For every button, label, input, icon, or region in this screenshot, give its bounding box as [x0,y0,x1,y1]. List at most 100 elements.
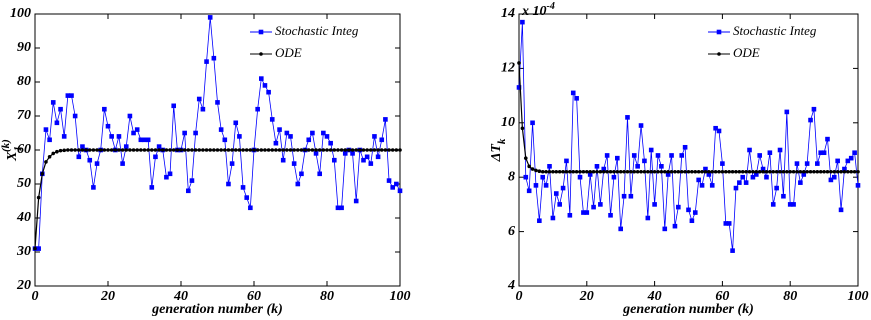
data-point [615,155,620,161]
legend-marker [717,52,721,56]
x-axis-label: generation number (k) [151,302,283,317]
data-point [36,195,41,200]
data-point [588,169,592,174]
data-point [737,169,742,174]
data-point [354,148,359,152]
data-point [270,148,275,152]
data-point [44,160,48,164]
data-point [131,148,136,152]
data-point [131,130,136,136]
data-point [237,148,242,152]
data-point [517,61,521,65]
data-point [798,180,803,185]
data-point [226,181,231,187]
y-tick-label: 8 [508,169,515,184]
legend-marker [259,52,263,56]
data-point [690,169,694,174]
legend-label: Stochastic Integ [733,23,817,38]
data-point [135,148,139,152]
data-point [740,169,745,174]
data-point [335,205,341,211]
data-point [394,181,399,187]
data-point [530,167,535,171]
data-point [248,205,253,211]
data-point [50,100,56,105]
data-point [66,148,70,152]
data-point [838,207,844,213]
data-point [601,169,606,174]
x-axis-label: generation number (k) [622,302,754,317]
data-point [774,169,779,174]
data-point [544,169,548,174]
data-point [791,202,796,207]
note-base: x 10 [521,4,547,19]
data-point [618,226,623,232]
data-point [523,156,528,160]
data-point [577,174,583,180]
data-point [682,144,688,150]
data-point [561,169,565,174]
data-point [567,212,573,218]
data-point [611,174,617,180]
data-point [219,148,223,152]
data-point [164,174,169,180]
data-point [710,169,715,174]
data-point [652,169,657,174]
data-point [324,134,330,139]
data-point [798,169,803,174]
data-point [849,169,854,174]
data-point [533,183,539,188]
data-point [679,169,684,174]
x-tick-label: 80 [783,289,797,304]
data-point [113,148,118,152]
data-point [768,169,772,174]
data-point [632,169,637,174]
data-point [747,147,752,153]
data-point [720,161,725,166]
data-point [795,169,799,174]
data-point [285,148,289,152]
x-tick-label: 60 [715,289,729,304]
data-point [700,169,704,174]
data-point [642,158,647,164]
data-point [207,15,213,20]
data-point [80,144,85,149]
data-point [109,148,114,152]
data-point [812,169,816,174]
data-point [87,148,92,152]
data-point [642,169,647,174]
data-point [720,169,725,174]
data-point [784,109,790,115]
data-point [156,144,162,149]
data-point [821,150,827,156]
data-point [212,148,216,152]
data-point [383,148,388,152]
data-point [665,172,671,177]
data-point [72,113,78,119]
data-point [33,246,37,251]
data-point [146,148,150,152]
data-point [98,148,103,152]
data-point [299,171,304,177]
data-point [223,148,227,152]
data-point [778,169,782,174]
data-point [564,169,569,174]
data-point [828,177,834,183]
y-axis-label: X1(k) [0,139,24,162]
x-tick-label: 80 [320,289,334,304]
data-point [69,93,74,98]
data-point [550,215,556,221]
data-point [390,185,395,190]
y-tick-label: 40 [16,210,31,225]
data-point [628,193,634,199]
data-point [317,148,322,152]
data-point [835,169,840,174]
data-point [102,148,107,152]
data-point [40,172,45,176]
series-line [34,149,400,249]
data-point [801,169,806,174]
data-point [274,148,278,152]
data-point [215,100,220,105]
data-point [288,148,293,152]
data-point [578,169,582,174]
